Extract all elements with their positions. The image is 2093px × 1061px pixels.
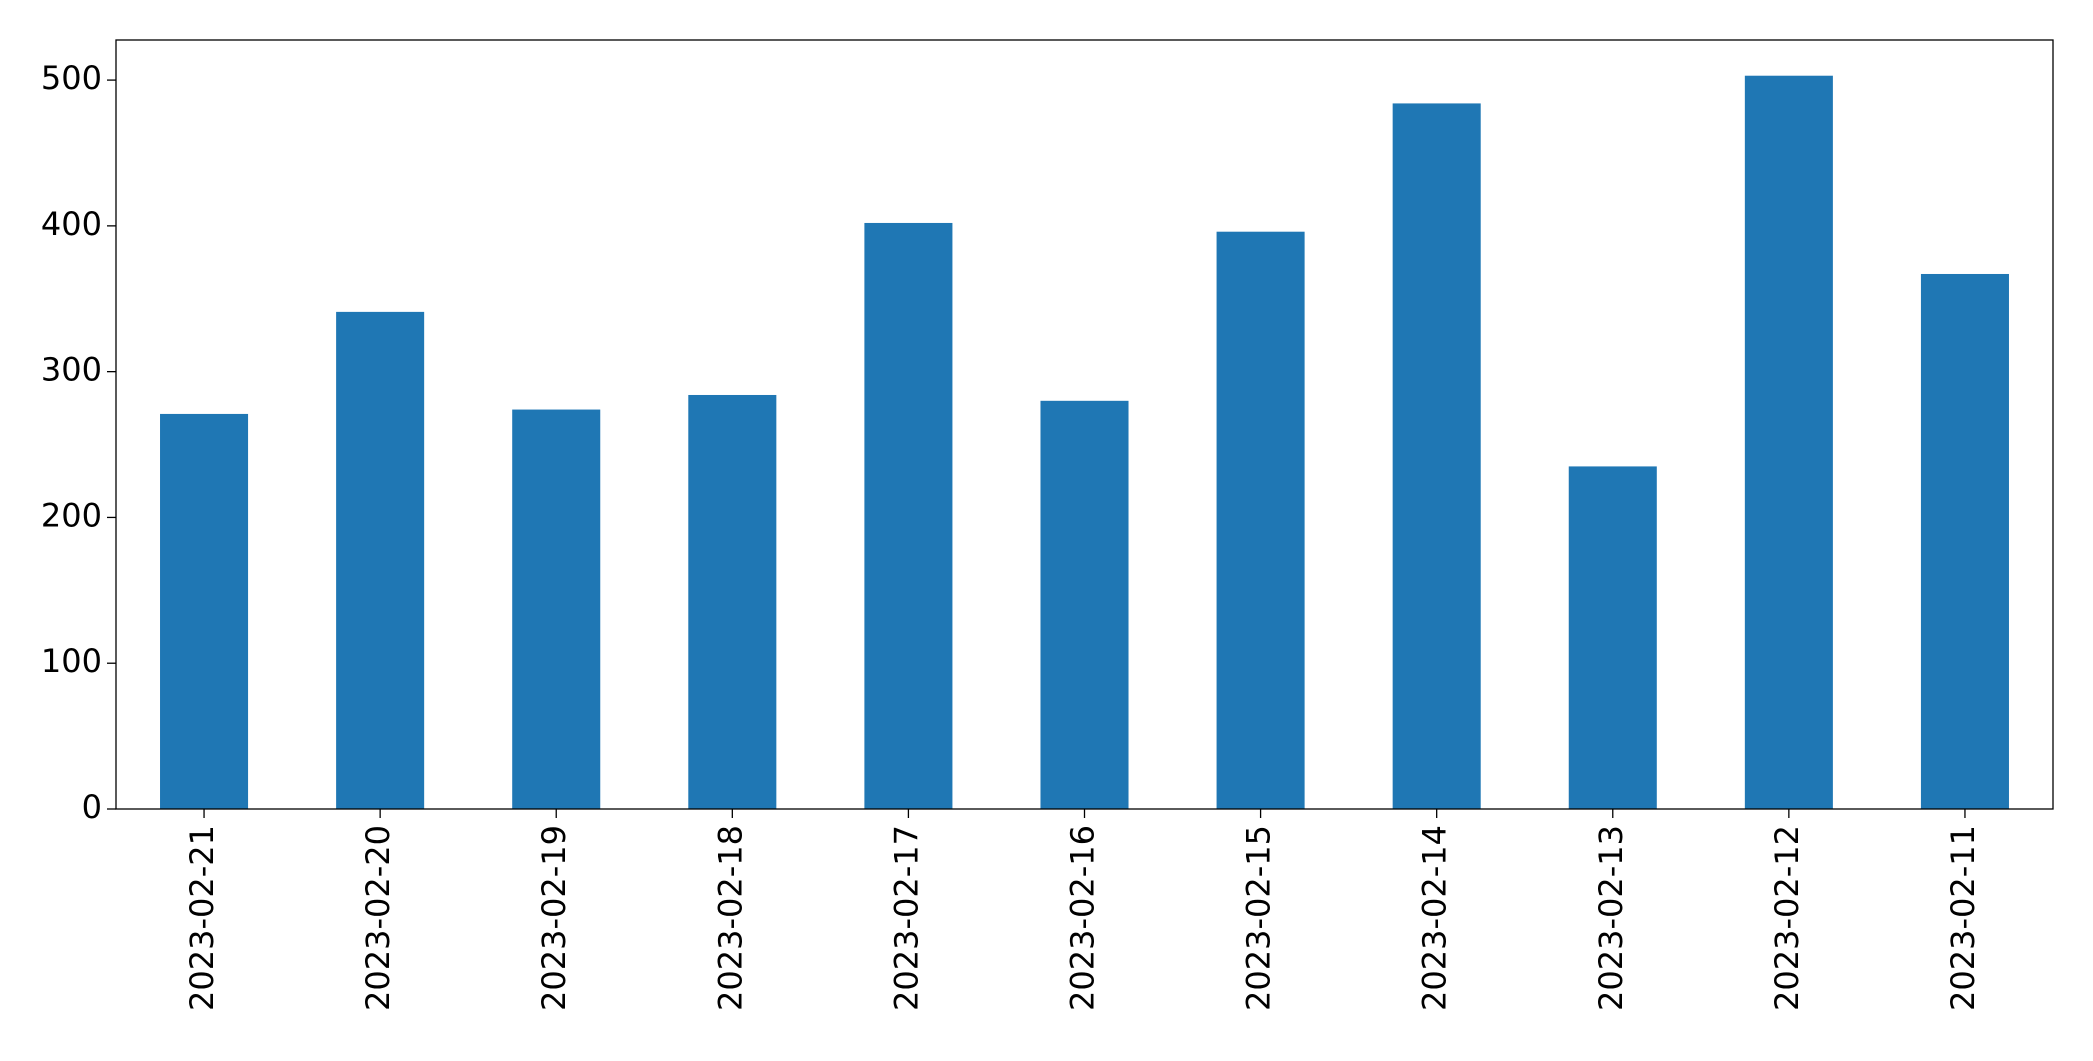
x-tick-label: 2023-02-21 [183,825,221,1011]
x-tick-label: 2023-02-20 [359,825,397,1011]
y-tick-label: 100 [41,642,102,680]
bar [1040,400,1129,809]
x-tick-label: 2023-02-14 [1416,825,1454,1011]
x-tick-label: 2023-02-13 [1592,825,1630,1011]
x-tick-label: 2023-02-12 [1768,825,1806,1011]
y-tick-label: 300 [41,351,102,389]
bar [160,413,249,809]
bar [336,311,425,809]
x-tick-label: 2023-02-15 [1240,825,1278,1011]
bar [1216,231,1305,810]
x-tick-label: 2023-02-18 [711,825,749,1011]
x-tick-label: 2023-02-16 [1064,825,1102,1011]
y-tick-label: 200 [41,496,102,534]
bar [688,394,777,809]
y-tick-label: 0 [82,788,102,826]
bar [512,409,601,809]
y-tick-label: 400 [41,205,102,243]
x-tick-label: 2023-02-19 [535,825,573,1011]
plot-frame [115,39,2054,810]
bar [864,222,953,809]
bar [1568,466,1657,809]
x-tick-label: 2023-02-11 [1944,825,1982,1011]
x-tick-label: 2023-02-17 [887,825,925,1011]
y-tick-label: 500 [41,59,102,97]
bar [1744,75,1833,809]
bar [1392,103,1481,810]
bar [1920,273,2009,809]
